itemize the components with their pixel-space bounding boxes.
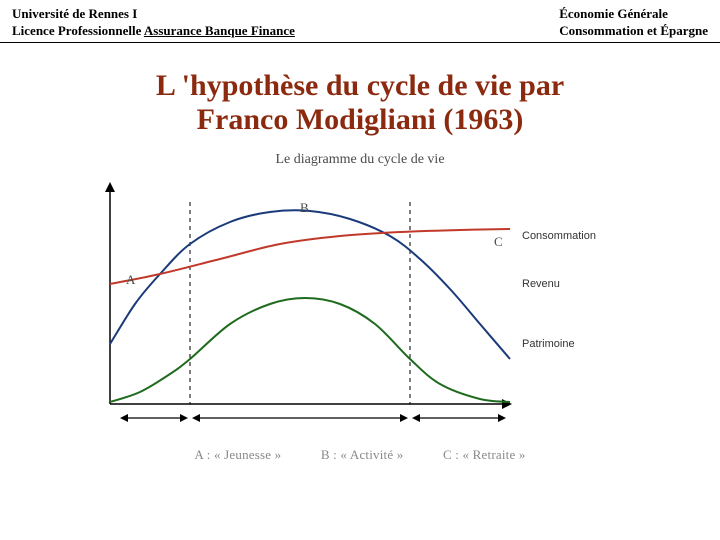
page-title: L 'hypothèse du cycle de vie par Franco … (0, 69, 720, 138)
title-line2: Franco Modigliani (1963) (197, 103, 524, 136)
course-name: Économie Générale (559, 6, 708, 23)
header-left: Université de Rennes I Licence Professio… (12, 6, 295, 40)
legend-patrimoine: Patrimoine (522, 338, 575, 350)
phase-labels: A : « Jeunesse » B : « Activité » C : « … (80, 447, 640, 463)
lifecycle-chart (80, 174, 640, 439)
phase-b: B : « Activité » (321, 447, 404, 462)
chart-container: Le diagramme du cycle de vie A B C Conso… (80, 152, 640, 463)
legend-consommation: Consommation (522, 230, 596, 242)
institution-name: Université de Rennes I (12, 6, 295, 23)
legend-revenu: Revenu (522, 278, 560, 290)
page-header: Université de Rennes I Licence Professio… (0, 0, 720, 43)
phase-a: A : « Jeunesse » (194, 447, 281, 462)
title-line1: L 'hypothèse du cycle de vie par (156, 69, 564, 102)
program-prefix: Licence Professionnelle (12, 23, 144, 38)
chart-area: A B C Consommation Revenu Patrimoine (80, 174, 640, 439)
program-name: Licence Professionnelle Assurance Banque… (12, 23, 295, 40)
phase-c: C : « Retraite » (443, 447, 526, 462)
chart-title: Le diagramme du cycle de vie (80, 152, 640, 168)
program-specialty: Assurance Banque Finance (144, 23, 295, 38)
header-right: Économie Générale Consommation et Épargn… (559, 6, 708, 40)
label-c: C (494, 234, 503, 250)
course-topic: Consommation et Épargne (559, 23, 708, 40)
label-b: B (300, 200, 309, 216)
label-a: A (126, 272, 135, 288)
